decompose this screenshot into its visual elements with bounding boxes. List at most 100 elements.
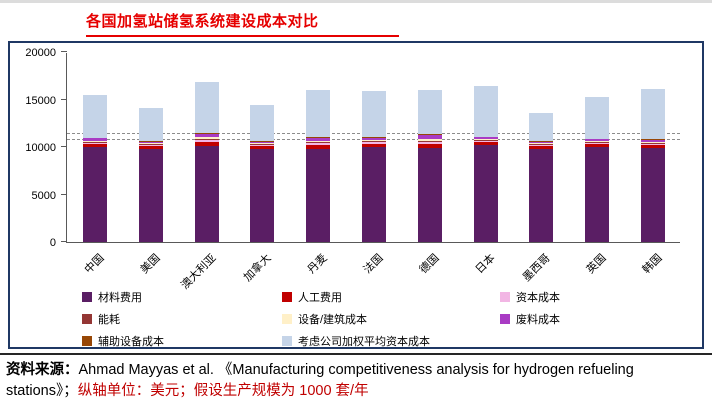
segment-设备/建筑成本: [641, 142, 666, 144]
legend-column: 资本成本 废料成本: [500, 289, 560, 349]
segment-人工费用: [473, 142, 498, 146]
segment-辅助设备成本: [250, 140, 275, 142]
y-tick-label: 15000: [25, 94, 56, 107]
legend-label: 设备/建筑成本: [298, 314, 368, 326]
segment-设备/建筑成本: [250, 143, 275, 145]
segment-资本成本: [306, 143, 331, 146]
segment-考虑公司加权平均资本成本: [417, 90, 442, 134]
segment-资本成本: [250, 145, 275, 147]
y-tick-mark: [61, 98, 67, 100]
segment-资本成本: [138, 145, 163, 147]
segment-能耗: [138, 144, 163, 146]
x-axis-label-德国: 德国: [417, 252, 442, 277]
y-tick-mark: [61, 193, 67, 195]
segment-辅助设备成本: [585, 138, 610, 140]
segment-能耗: [250, 144, 275, 146]
segment-设备/建筑成本: [306, 140, 331, 143]
source-label: 资料来源：: [6, 362, 79, 378]
segment-设备/建筑成本: [473, 139, 498, 141]
segment-辅助设备成本: [306, 136, 331, 138]
y-tick-label: 20000: [25, 47, 56, 59]
segment-人工费用: [641, 145, 666, 148]
segment-资本成本: [585, 143, 610, 145]
segment-材料费用: [529, 148, 554, 242]
source-text: Ahmad Mayyas et al. 《Manufacturing compe…: [6, 362, 634, 400]
segment-材料费用: [82, 147, 107, 242]
segment-材料费用: [417, 147, 442, 242]
legend-item-资本成本: 资本成本: [500, 289, 560, 305]
x-axis-label-澳大利亚: 澳大利亚: [178, 252, 219, 292]
x-axis-label-英国: 英国: [584, 252, 609, 277]
segment-能耗: [306, 142, 331, 144]
segment-人工费用: [138, 146, 163, 149]
x-axis-label-韩国: 韩国: [640, 252, 665, 277]
legend-swatch: [282, 314, 292, 324]
segment-考虑公司加权平均资本成本: [585, 96, 610, 139]
legend-swatch: [82, 336, 92, 346]
bar-墨西哥: [529, 112, 554, 242]
segment-辅助设备成本: [82, 137, 107, 139]
segment-人工费用: [362, 143, 386, 147]
legend: 材料费用 能耗 辅助设备成本 人工费用 设备/建筑成本 考虑公司加权平均资本成本 资本成本废…: [82, 289, 560, 349]
segment-设备/建筑成本: [82, 140, 107, 142]
segment-资本成本: [194, 139, 219, 143]
segment-设备/建筑成本: [417, 138, 442, 141]
segment-能耗: [194, 138, 219, 140]
segment-废料成本: [306, 137, 331, 141]
segment-资本成本: [473, 141, 498, 143]
x-axis-label-丹麦: 丹麦: [305, 252, 330, 277]
y-axis: 0 5000 10000 15000 20000: [12, 47, 62, 249]
segment-人工费用: [585, 144, 610, 147]
segment-资本成本: [82, 142, 107, 144]
segment-资本成本: [529, 145, 554, 147]
segment-辅助设备成本: [529, 140, 554, 142]
legend-item-能耗: 能耗: [82, 311, 282, 327]
legend-swatch: [82, 314, 92, 324]
segment-废料成本: [138, 141, 163, 144]
segment-辅助设备成本: [138, 140, 163, 142]
segment-材料费用: [473, 145, 498, 242]
segment-人工费用: [194, 142, 219, 147]
segment-废料成本: [417, 134, 442, 139]
segment-能耗: [641, 143, 666, 145]
segment-设备/建筑成本: [585, 141, 610, 143]
x-axis-label-墨西哥: 墨西哥: [521, 252, 554, 284]
segment-废料成本: [194, 133, 219, 138]
segment-辅助设备成本: [641, 138, 666, 140]
x-axis-label-美国: 美国: [138, 252, 163, 277]
legend-column: 人工费用设备/建筑成本考虑公司加权平均资本成本: [282, 289, 500, 349]
segment-材料费用: [138, 148, 163, 242]
segment-考虑公司加权平均资本成本: [194, 82, 219, 133]
segment-废料成本: [362, 137, 386, 140]
segment-考虑公司加权平均资本成本: [82, 94, 107, 138]
legend-label: 考虑公司加权平均资本成本: [298, 336, 430, 348]
x-axis-label-加拿大: 加拿大: [242, 252, 274, 284]
segment-考虑公司加权平均资本成本: [306, 90, 331, 137]
segment-能耗: [473, 140, 498, 142]
segment-人工费用: [306, 145, 331, 149]
y-tick-mark: [61, 51, 67, 52]
bar-德国: [417, 90, 442, 242]
segment-设备/建筑成本: [529, 143, 554, 145]
segment-废料成本: [529, 141, 554, 144]
segment-人工费用: [529, 146, 554, 149]
legend-item-人工费用: 人工费用: [282, 289, 500, 305]
x-axis-label-中国: 中国: [82, 252, 107, 277]
bar-美国: [138, 108, 163, 242]
legend-column: 材料费用 能耗 辅助设备成本: [82, 289, 282, 349]
segment-材料费用: [362, 147, 386, 242]
bar-丹麦: [306, 90, 331, 242]
y-tick-mark: [61, 146, 67, 147]
axis-note: 纵轴单位：美元；假设生产规模为 1000 套/年: [77, 383, 369, 400]
segment-考虑公司加权平均资本成本: [641, 89, 666, 139]
segment-设备/建筑成本: [138, 143, 163, 145]
bar-英国: [585, 96, 610, 242]
bar-日本: [473, 86, 498, 242]
legend-label: 辅助设备成本: [98, 336, 164, 348]
chart-box: 0 5000 10000 15000 20000 中国 美国 澳大利亚 加拿大 丹麦 法国 德国 日本…: [8, 41, 704, 349]
bar-加拿大: [250, 105, 275, 242]
segment-废料成本: [82, 138, 107, 141]
segment-考虑公司加权平均资本成本: [362, 91, 386, 137]
legend-label: 人工费用: [298, 292, 342, 304]
segment-资本成本: [641, 144, 666, 146]
